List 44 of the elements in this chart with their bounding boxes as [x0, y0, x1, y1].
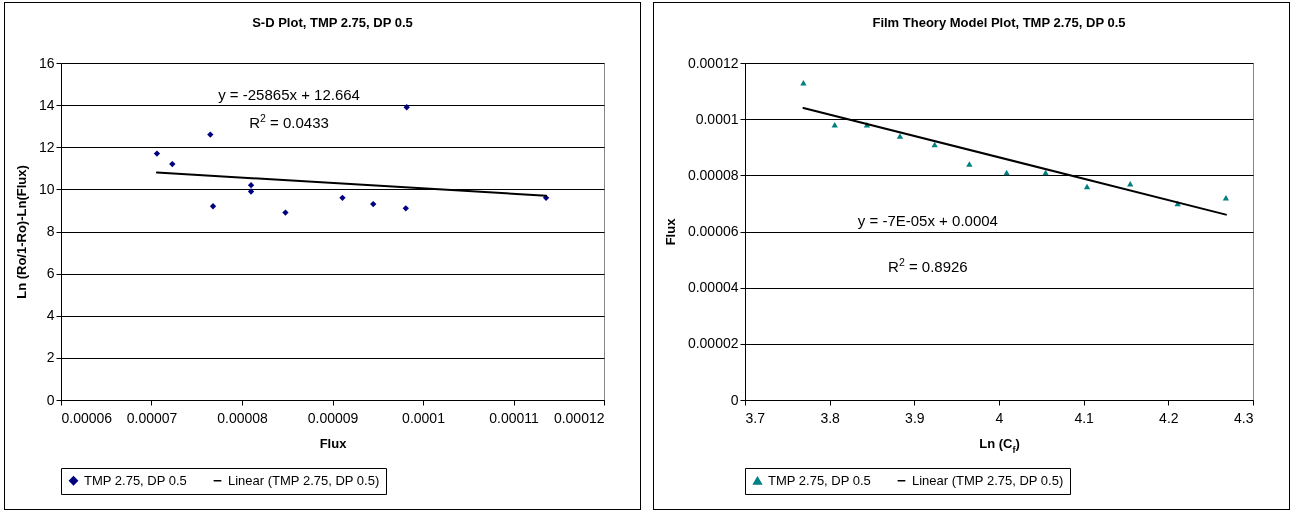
y-tick-label: 0.00002	[687, 335, 739, 352]
x-tick-label: 0.0001	[402, 409, 446, 426]
x-tick-label: 0.00009	[307, 409, 359, 426]
y-axis-title: Flux	[662, 217, 678, 246]
annotation: R$^{2}$ = 0.0433	[249, 112, 329, 132]
x-tick-label: 0.00007	[126, 409, 178, 426]
x-tick-label: 0.00006	[61, 409, 113, 426]
y-tick-label: 6	[46, 265, 55, 282]
x-tick-label: 0.00011	[489, 409, 539, 426]
legend-label: Linear (TMP 2.75, DP 0.5)	[912, 472, 1064, 488]
y-tick-label: 0.00004	[687, 279, 739, 296]
annotation: R$^{2}$ = 0.8926	[888, 256, 968, 276]
y-tick-label: 10	[38, 180, 55, 197]
y-tick-label: 16	[38, 54, 55, 71]
y-tick-label: 14	[38, 96, 55, 113]
x-axis-title: Ln (C$_{f}$)	[979, 435, 1020, 455]
y-tick-label: 12	[38, 138, 55, 155]
y-tick-label: 4	[46, 307, 55, 324]
x-tick-label: 3.7	[745, 409, 766, 426]
y-tick-label: 8	[46, 223, 55, 239]
y-tick-label: 0	[730, 391, 739, 408]
y-tick-label: 0.00008	[687, 166, 739, 183]
x-tick-label: 0.00012	[553, 409, 605, 426]
y-tick-label: 0.00012	[687, 54, 739, 71]
chart-title: Film Theory Model Plot, TMP 2.75, DP 0.5	[872, 15, 1126, 30]
y-tick-label: 0.0001	[695, 110, 739, 127]
legend-label: TMP 2.75, DP 0.5	[768, 472, 871, 488]
y-tick-label: 0.00006	[687, 223, 739, 239]
x-tick-label: 3.8	[820, 409, 841, 426]
y-tick-label: 0	[46, 391, 55, 408]
annotation: y = -7E-05x + 0.0004	[857, 212, 998, 230]
x-tick-label: 4.1	[1074, 409, 1095, 426]
y-tick-label: 2	[46, 349, 55, 366]
x-tick-label: 4.2	[1159, 409, 1179, 426]
chart-title: S-D Plot, TMP 2.75, DP 0.5	[252, 15, 413, 30]
annotation: y = -25865x + 12.664	[218, 86, 360, 104]
legend-label: TMP 2.75, DP 0.5	[84, 472, 187, 488]
x-axis-title: Flux	[319, 435, 348, 451]
x-tick-label: 3.9	[905, 409, 925, 426]
x-tick-label: 0.00008	[217, 409, 269, 426]
y-axis-title: Ln (Ro/1-Ro)-Ln(Flux)	[13, 165, 29, 299]
legend-label: Linear (TMP 2.75, DP 0.5)	[228, 472, 380, 488]
x-tick-label: 4	[995, 409, 1004, 426]
x-tick-label: 4.3	[1234, 409, 1254, 426]
